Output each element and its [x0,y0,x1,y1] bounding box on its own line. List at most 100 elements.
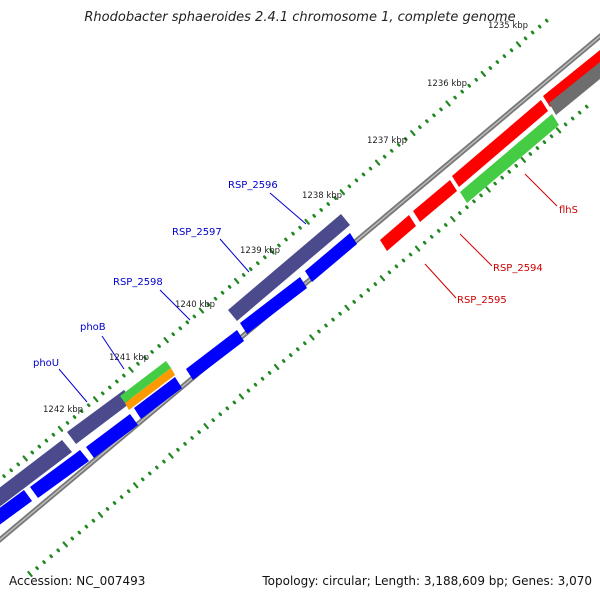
tick-label: 1241 kbp [109,353,149,363]
gene-label[interactable]: RSP_2598 [113,277,163,288]
gene-label[interactable]: phoB [80,322,106,333]
major-tick [445,100,451,107]
minor-tick [549,134,554,139]
major-tick [238,393,245,400]
gene-feature[interactable] [0,440,72,508]
minor-tick [319,208,324,212]
minor-tick [253,382,258,387]
minor-tick [298,225,302,230]
minor-tick [206,302,211,307]
callout-line [58,368,88,403]
cds-feature[interactable] [543,50,600,107]
callout-line [424,263,457,299]
minor-tick [338,311,342,316]
major-tick [93,396,99,403]
minor-tick [213,296,218,301]
cds-feature[interactable] [186,330,244,380]
minor-tick [387,270,392,275]
cds-feature[interactable] [380,215,416,251]
inner-tick-ring [27,104,589,578]
major-tick [379,275,386,282]
minor-tick [112,501,117,505]
minor-tick [493,181,497,186]
gene-label[interactable]: phoU [33,358,59,369]
major-tick [203,423,209,430]
gene-feature[interactable] [67,390,133,444]
tick-label: 1235 kbp [488,21,528,31]
minor-tick [105,507,110,511]
minor-tick [37,444,42,449]
major-tick [304,218,310,225]
highlight-feature-green-reverse[interactable] [460,114,559,203]
gene-feature[interactable] [228,214,350,321]
minor-tick [288,353,293,358]
cds-feature[interactable] [134,377,182,419]
cds-feature[interactable] [305,233,357,282]
minor-tick [107,385,112,390]
gene-label[interactable]: RSP_2595 [457,295,507,306]
tick-label: 1236 kbp [427,79,467,89]
cds-feature[interactable] [413,180,457,222]
minor-tick [453,95,457,100]
callout-line [101,335,125,370]
minor-tick [70,536,75,541]
minor-tick [352,299,356,304]
minor-tick [77,530,82,535]
major-tick [339,189,346,196]
minor-tick [577,110,582,115]
minor-tick [537,24,542,29]
accession-label: Accession: NC_007493 [9,574,146,588]
gene-label[interactable]: RSP_2596 [228,180,278,191]
reverse-gene-feature[interactable] [549,62,600,115]
major-tick [198,307,205,314]
cds-feature[interactable] [0,490,32,526]
outer-tick-ring [2,18,549,479]
minor-tick [79,409,84,414]
minor-tick [140,477,145,482]
minor-tick [122,373,126,378]
minor-tick [312,213,316,218]
gene-label[interactable]: RSP_2594 [493,263,543,274]
minor-tick [136,361,140,366]
callout-line [269,192,307,225]
minor-tick [373,282,378,287]
minor-tick [458,211,462,216]
minor-tick [143,355,147,360]
cds-feature[interactable] [452,100,548,187]
minor-tick [2,474,6,479]
minor-tick [528,152,533,156]
gene-label[interactable]: flhS [559,205,578,216]
major-tick [450,216,456,223]
minor-tick [126,489,131,494]
minor-tick [474,77,479,82]
minor-tick [281,359,286,363]
minor-tick [432,113,436,118]
major-tick [273,363,280,370]
major-tick [163,337,169,344]
highlight-feature-orange[interactable] [125,368,175,410]
minor-tick [418,125,422,130]
minor-tick [439,107,443,112]
highlight-feature-green[interactable] [120,361,171,403]
cds-feature[interactable] [86,414,138,458]
minor-tick [9,468,13,473]
minor-tick [436,228,441,233]
minor-tick [44,438,49,443]
minor-tick [530,30,535,35]
callout-line [159,289,191,321]
tick-label: 1239 kbp [240,246,280,256]
major-tick [27,570,33,578]
gene-label[interactable]: RSP_2597 [172,227,222,238]
minor-tick [317,329,321,334]
major-tick [344,304,350,311]
minor-tick [183,441,187,446]
minor-tick [241,273,246,277]
minor-tick [91,518,96,523]
cds-feature[interactable] [30,450,89,498]
minor-tick [333,196,338,201]
cds-feature[interactable] [240,277,307,334]
minor-tick [544,18,549,23]
minor-tick [284,237,288,242]
minor-tick [366,288,371,292]
